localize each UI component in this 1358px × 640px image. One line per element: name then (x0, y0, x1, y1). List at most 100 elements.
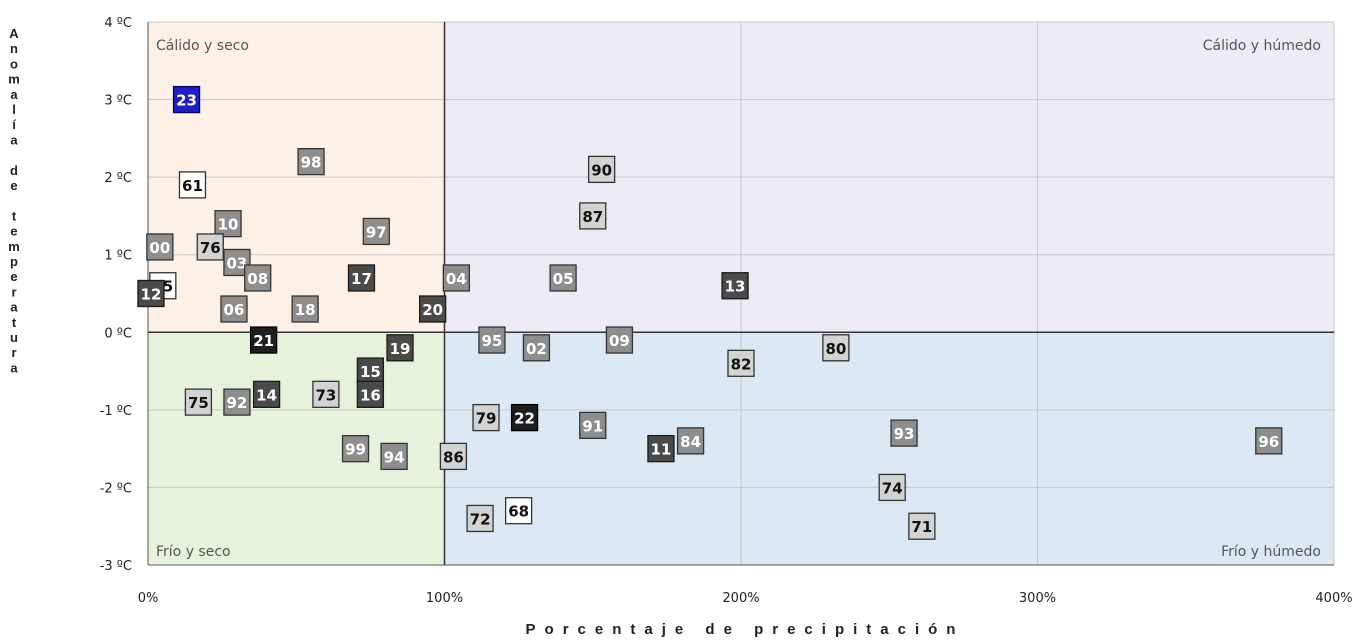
data-point: 03 (223, 248, 251, 277)
y-axis-title-char: r (11, 284, 16, 299)
data-point: 86 (439, 442, 468, 471)
data-point-marker (676, 427, 705, 455)
data-point-marker (418, 295, 447, 323)
y-axis-title-char: t (12, 208, 17, 223)
data-point-marker (223, 388, 251, 416)
data-point-marker (587, 155, 616, 184)
data-point: 74 (878, 473, 906, 502)
data-point-marker (579, 202, 607, 230)
data-point-marker (223, 248, 251, 277)
data-point-marker (220, 295, 248, 323)
data-point-label: 05 (553, 270, 574, 288)
data-point: 73 (312, 380, 340, 408)
data-point-label: 03 (227, 254, 248, 272)
data-point: 97 (362, 217, 390, 246)
data-point-marker (380, 442, 408, 471)
data-point: 71 (908, 512, 936, 540)
y-axis-title-char: t (12, 315, 17, 330)
x-tick-labels: 0% 100% 200% 300% 400% (138, 591, 1353, 606)
data-point-marker (727, 349, 755, 377)
data-point-marker (442, 264, 471, 292)
y-axis-title-char: e (10, 224, 17, 239)
x-tick-label: 400% (1315, 591, 1352, 606)
data-point: 06 (220, 295, 248, 323)
y-axis-title-char: o (10, 56, 18, 71)
data-point: 11 (647, 434, 675, 463)
quadrant-label-cold-wet: Frío y húmedo (1221, 544, 1321, 560)
data-point: 05 (549, 264, 577, 292)
y-axis-title-char: m (8, 72, 20, 87)
data-point-label: 00 (149, 239, 170, 257)
axes (147, 22, 1334, 566)
data-point-marker (1255, 427, 1283, 455)
data-point: 96 (1255, 427, 1283, 455)
data-point: 93 (890, 419, 918, 447)
x-axis-title: Porcentaje de precipitación (526, 621, 965, 638)
data-point-marker (386, 334, 414, 362)
data-point: 68 (504, 497, 533, 525)
y-axis-title-char: e (10, 269, 17, 284)
data-point-marker (472, 403, 500, 432)
data-point-label: 84 (680, 433, 701, 451)
data-point-label: 16 (360, 386, 381, 404)
data-point: 92 (223, 388, 251, 416)
y-axis-title-char: e (10, 178, 17, 193)
data-point: 12 (137, 279, 165, 308)
data-point: 94 (380, 442, 408, 471)
data-point-marker (522, 334, 551, 362)
data-point-label: 86 (443, 448, 464, 466)
data-point: 75 (184, 388, 213, 416)
data-point-marker (647, 434, 675, 463)
data-point: 80 (822, 334, 850, 362)
data-point-marker (466, 504, 494, 533)
y-axis-title-char: A (9, 26, 19, 41)
data-point-marker (356, 357, 385, 385)
data-point-label: 17 (351, 270, 372, 288)
data-point-label: 75 (188, 394, 209, 412)
data-point-marker (439, 442, 468, 471)
data-point-label: 08 (247, 270, 268, 288)
data-point-label: 87 (582, 208, 603, 226)
y-axis-title-char: a (10, 300, 18, 315)
data-point-marker (347, 264, 376, 292)
data-point-label: 71 (911, 518, 932, 536)
data-point: 61 (178, 171, 207, 199)
y-axis-title-char: n (10, 41, 18, 56)
data-point-marker (137, 279, 165, 308)
data-point-label: 22 (514, 410, 535, 428)
y-axis-title-char: d (10, 163, 18, 178)
data-point: 19 (386, 334, 414, 362)
data-point-marker (249, 326, 278, 354)
data-point: 14 (252, 380, 281, 408)
data-point: 95 (478, 326, 506, 354)
data-point-label: 91 (582, 417, 603, 435)
data-point-marker (504, 497, 533, 525)
data-point: 02 (522, 334, 551, 362)
data-point: 84 (676, 427, 705, 455)
data-point-label: 80 (825, 340, 846, 358)
data-point: 87 (579, 202, 607, 230)
data-point: 04 (442, 264, 471, 292)
data-point: 90 (587, 155, 616, 184)
data-point-marker (146, 233, 174, 261)
data-point: 08 (244, 264, 272, 292)
data-point: 72 (466, 504, 494, 533)
data-point-label: 93 (894, 425, 915, 443)
data-point-label: 94 (384, 448, 405, 466)
y-axis-title-char: p (10, 254, 18, 269)
data-point-marker (549, 264, 577, 292)
data-point: 20 (418, 295, 447, 323)
data-point-marker (579, 411, 607, 440)
data-point-marker (172, 85, 201, 114)
y-tick-label: -3 ºC (100, 559, 132, 574)
data-point-marker (297, 147, 325, 176)
data-point-label: 11 (651, 441, 672, 459)
data-point: 17 (347, 264, 376, 292)
data-point: 13 (721, 272, 749, 300)
data-point: 82 (727, 349, 755, 377)
data-point-label: 74 (882, 479, 903, 497)
data-point: 22 (510, 403, 539, 432)
